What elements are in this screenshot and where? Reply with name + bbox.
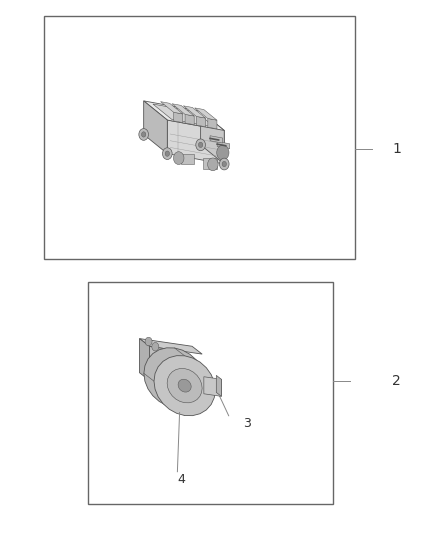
- Bar: [180, 154, 194, 164]
- Polygon shape: [201, 111, 224, 164]
- Text: 1: 1: [392, 142, 401, 156]
- Polygon shape: [210, 136, 223, 143]
- Bar: [88, 282, 333, 504]
- Polygon shape: [154, 356, 215, 416]
- Text: 4: 4: [177, 473, 185, 486]
- Polygon shape: [144, 101, 167, 154]
- Circle shape: [219, 158, 229, 170]
- Circle shape: [217, 145, 229, 160]
- Polygon shape: [153, 104, 215, 127]
- Polygon shape: [167, 368, 202, 403]
- Circle shape: [145, 337, 152, 346]
- Polygon shape: [204, 377, 221, 397]
- Polygon shape: [185, 115, 194, 125]
- Polygon shape: [139, 338, 150, 381]
- Bar: [203, 158, 216, 168]
- Bar: [44, 16, 355, 259]
- Polygon shape: [208, 118, 217, 129]
- Polygon shape: [144, 348, 205, 408]
- Circle shape: [139, 128, 148, 140]
- Text: 3: 3: [243, 417, 251, 430]
- Text: 2: 2: [392, 374, 401, 388]
- Polygon shape: [216, 375, 221, 397]
- Polygon shape: [150, 346, 167, 383]
- Polygon shape: [172, 104, 194, 116]
- Circle shape: [198, 142, 203, 148]
- Polygon shape: [217, 141, 230, 149]
- Circle shape: [222, 161, 226, 167]
- Circle shape: [162, 148, 172, 159]
- Polygon shape: [195, 108, 217, 120]
- Circle shape: [141, 132, 146, 137]
- Polygon shape: [144, 101, 224, 131]
- Polygon shape: [139, 338, 202, 354]
- Polygon shape: [174, 112, 183, 123]
- Polygon shape: [178, 379, 191, 392]
- Circle shape: [196, 139, 205, 151]
- Circle shape: [152, 343, 159, 351]
- Polygon shape: [184, 106, 205, 118]
- Polygon shape: [197, 116, 205, 127]
- Circle shape: [173, 152, 184, 165]
- Circle shape: [165, 151, 170, 156]
- Polygon shape: [161, 102, 183, 114]
- Circle shape: [208, 158, 218, 171]
- Polygon shape: [167, 120, 224, 164]
